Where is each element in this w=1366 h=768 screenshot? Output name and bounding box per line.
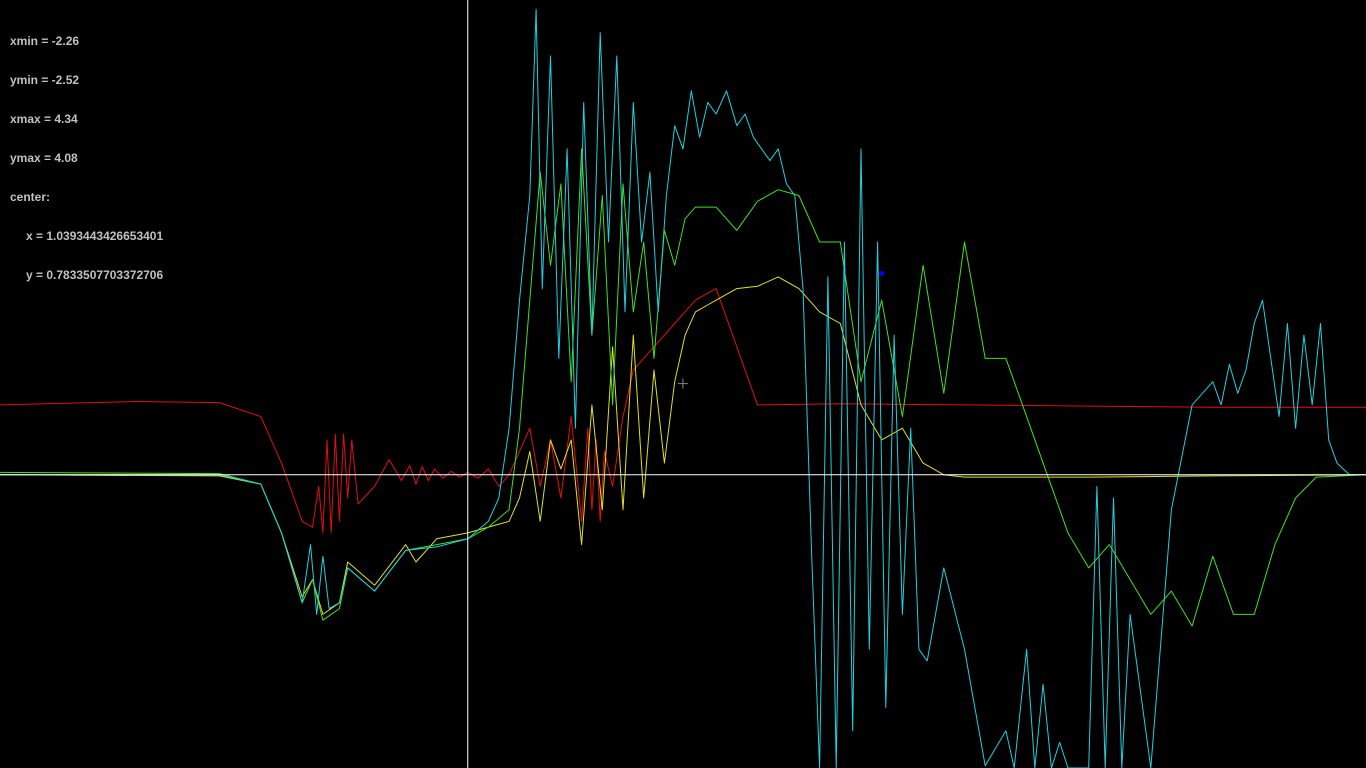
ymax-readout: ymax = 4.08: [10, 151, 78, 165]
center-crosshair-icon: [677, 378, 688, 389]
xmax-readout: xmax = 4.34: [10, 112, 78, 126]
center-y-readout: y = 0.7833507703372706: [26, 268, 164, 282]
series-line-1: [0, 288, 1366, 534]
view-readout: xmin = -2.26 ymin = -2.52 xmax = 4.34 ym…: [10, 9, 163, 295]
ymin-readout: ymin = -2.52: [10, 73, 80, 87]
center-x-readout: x = 1.0393443426653401: [26, 229, 164, 243]
series-line-4: [0, 8, 1366, 768]
marker-point: [879, 270, 885, 276]
series-line-3: [0, 148, 1366, 627]
xmin-readout: xmin = -2.26: [10, 34, 80, 48]
series-layer: [0, 8, 1366, 768]
series-line-2: [0, 276, 1366, 615]
center-label: center:: [10, 190, 51, 204]
